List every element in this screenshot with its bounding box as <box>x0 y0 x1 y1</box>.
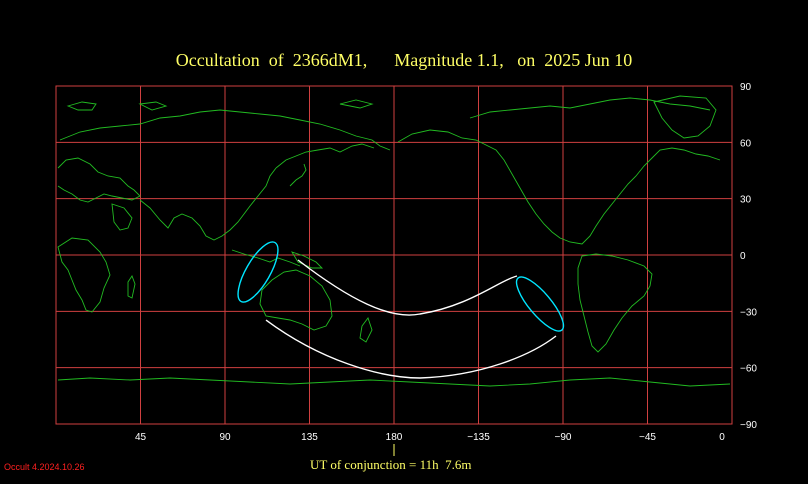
y-tick-label: 90 <box>740 82 752 93</box>
coast-new-zealand <box>359 317 373 343</box>
coast-south-america <box>577 253 653 353</box>
coastlines <box>57 95 731 387</box>
x-axis-ticks: 45 90 135 180 −135 −90 −45 0 <box>135 432 725 443</box>
title-date: on 2025 Jun 10 <box>517 50 633 70</box>
conjunction-label: UT of conjunction = 11h 7.6m <box>310 457 472 472</box>
coast-asia-south <box>139 167 277 241</box>
coast-arctic-islands <box>66 99 374 111</box>
coast-siberia <box>59 109 391 151</box>
graticule <box>56 86 732 424</box>
x-tick-label: 90 <box>219 432 231 443</box>
coast-alaska <box>397 129 485 145</box>
x-tick-label: 45 <box>135 432 147 443</box>
west-end-limit <box>237 241 279 303</box>
x-tick-label: −90 <box>555 432 572 443</box>
east-end-limit <box>515 276 565 332</box>
y-axis-ticks: 90 60 30 0 −30 −60 −90 <box>740 82 757 431</box>
y-tick-label: 60 <box>740 138 752 149</box>
coast-africa <box>57 237 111 313</box>
x-tick-label: −45 <box>639 432 656 443</box>
south-limit-path <box>265 319 557 379</box>
north-limit-path <box>297 259 518 316</box>
y-tick-label: −90 <box>740 420 757 431</box>
x-tick-label: 135 <box>301 432 318 443</box>
coast-north-america <box>483 143 721 245</box>
chart-title: Occultation of 2366dM1, Magnitude 1.1, o… <box>0 50 808 71</box>
coast-antarctica <box>57 377 731 387</box>
y-tick-label: −30 <box>740 307 757 318</box>
y-tick-label: −60 <box>740 364 757 375</box>
title-magnitude: Magnitude 1.1, <box>394 50 504 70</box>
coast-canada-arctic <box>469 97 711 119</box>
x-tick-label: −135 <box>467 432 490 443</box>
x-tick-label: 180 <box>386 432 403 443</box>
coast-russia-east <box>275 143 375 169</box>
coast-greenland <box>653 95 717 139</box>
y-tick-label: 0 <box>740 251 746 262</box>
title-object: Occultation of 2366dM1, <box>175 50 368 70</box>
version-label: Occult 4.2024.10.26 <box>4 462 85 472</box>
coast-madagascar <box>127 275 136 299</box>
coast-japan <box>289 163 307 187</box>
coast-new-guinea <box>290 251 324 269</box>
coast-europe <box>57 157 141 203</box>
x-tick-label: 0 <box>719 432 725 443</box>
coast-indonesia <box>231 249 301 267</box>
coast-arabia <box>111 203 133 231</box>
occultation-tracks <box>237 241 565 379</box>
coast-australia <box>259 269 333 331</box>
y-tick-label: 30 <box>740 195 752 206</box>
